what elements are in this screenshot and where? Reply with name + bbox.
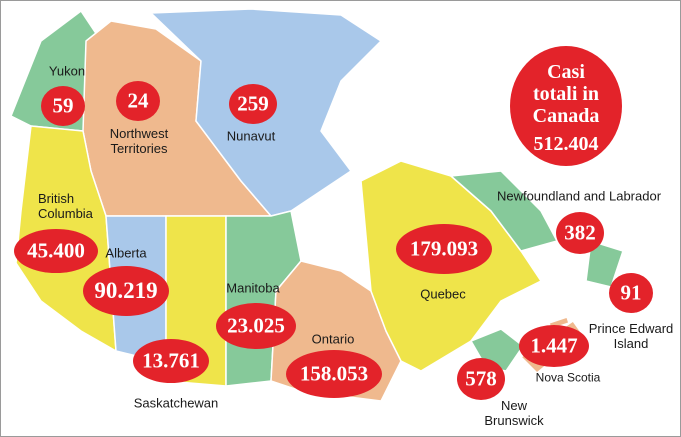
- cases: 90.219: [94, 278, 158, 303]
- total: 512.404: [533, 133, 599, 155]
- region-label: Ontario: [311, 331, 355, 347]
- bubble: [14, 229, 98, 273]
- bubble: [41, 86, 85, 126]
- bubble: [216, 303, 296, 349]
- bubble: [457, 358, 505, 400]
- bubble: [116, 81, 160, 121]
- cases: 578: [465, 366, 497, 391]
- bubble: [83, 266, 169, 316]
- cases: 59: [52, 93, 74, 118]
- cases: 23.025: [227, 313, 285, 338]
- cases: 13.761: [142, 348, 200, 373]
- cases: 382: [564, 220, 596, 245]
- cases: 1.447: [530, 333, 578, 358]
- region-label: British Columbia: [38, 191, 93, 221]
- cases: 259: [237, 91, 269, 116]
- bubble: [286, 350, 382, 398]
- cases: 179.093: [409, 236, 479, 261]
- labrador-shape: [450, 170, 558, 252]
- bubble: [519, 325, 589, 367]
- bubble: [229, 84, 277, 124]
- region-label: Yukon: [48, 63, 86, 79]
- cases: 45.400: [27, 238, 85, 263]
- bubble: [133, 339, 209, 383]
- region-label: Prince Edward Island: [588, 321, 674, 351]
- region-label: Manitoba: [226, 280, 280, 296]
- region-label: Quebec: [420, 286, 466, 302]
- region-label: Northwest Territories: [109, 126, 169, 156]
- bubble: [609, 273, 653, 313]
- region-label: Nova Scotia: [535, 370, 601, 385]
- region-label: New Brunswick: [484, 398, 544, 428]
- cases: 158.053: [299, 361, 369, 386]
- region-label: Alberta: [105, 245, 147, 261]
- bubble: [396, 224, 492, 274]
- cases: 91: [620, 280, 642, 305]
- region-label: Newfoundland and Labrador: [496, 188, 662, 204]
- region-label: Nunavut: [226, 128, 276, 144]
- total-bubble: [510, 46, 622, 166]
- region-label: Saskatchewan: [133, 395, 219, 411]
- cases: 24: [127, 88, 149, 113]
- bubble: [556, 212, 604, 254]
- title: Casi totali in Canada: [532, 61, 600, 127]
